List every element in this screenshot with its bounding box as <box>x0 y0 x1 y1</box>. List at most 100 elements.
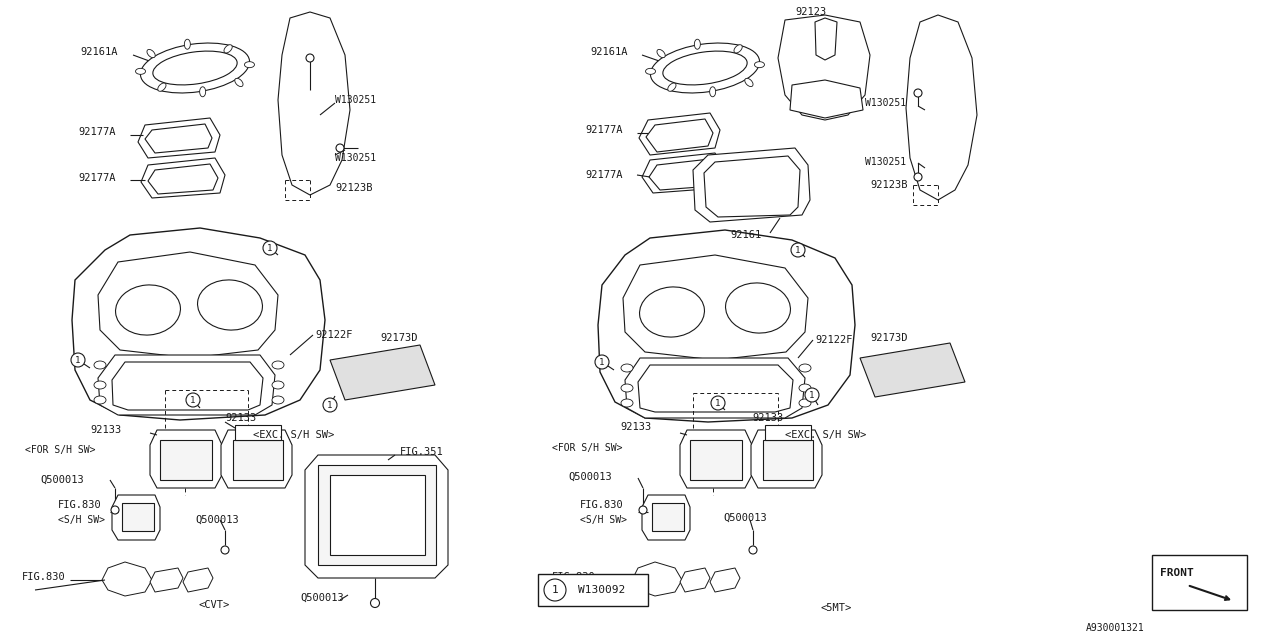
Bar <box>765 425 812 440</box>
Ellipse shape <box>221 546 229 554</box>
Polygon shape <box>680 568 710 592</box>
Text: 92177A: 92177A <box>585 170 622 180</box>
Text: W130251: W130251 <box>865 157 906 167</box>
Ellipse shape <box>639 506 646 514</box>
Polygon shape <box>102 562 152 596</box>
Ellipse shape <box>621 399 634 407</box>
Ellipse shape <box>200 87 206 97</box>
Text: 92122F: 92122F <box>315 330 352 340</box>
Polygon shape <box>637 365 794 412</box>
Bar <box>233 440 283 480</box>
Bar <box>652 503 684 531</box>
Circle shape <box>306 54 314 62</box>
Ellipse shape <box>709 87 716 97</box>
Polygon shape <box>751 430 822 488</box>
Text: <FOR S/H SW>: <FOR S/H SW> <box>26 445 96 455</box>
Ellipse shape <box>157 83 166 92</box>
Ellipse shape <box>273 396 284 404</box>
Polygon shape <box>692 148 810 222</box>
Circle shape <box>914 173 922 181</box>
Bar <box>1152 555 1247 610</box>
Text: 92177A: 92177A <box>585 125 622 135</box>
Text: 1: 1 <box>552 585 558 595</box>
Ellipse shape <box>224 45 232 53</box>
Polygon shape <box>305 455 448 578</box>
Text: 92123B: 92123B <box>335 183 372 193</box>
Text: FIG.830: FIG.830 <box>22 572 65 582</box>
Text: 92123: 92123 <box>795 7 827 17</box>
Ellipse shape <box>184 39 191 49</box>
Polygon shape <box>150 430 221 488</box>
Polygon shape <box>632 562 682 596</box>
Polygon shape <box>150 568 183 592</box>
Ellipse shape <box>754 61 764 68</box>
Text: 92173D: 92173D <box>870 333 908 343</box>
Ellipse shape <box>136 68 146 74</box>
Polygon shape <box>330 345 435 400</box>
Polygon shape <box>625 358 805 418</box>
Text: 92133: 92133 <box>753 413 783 423</box>
Text: W130251: W130251 <box>335 153 376 163</box>
Polygon shape <box>649 159 718 190</box>
Text: 92177A: 92177A <box>78 127 115 137</box>
Ellipse shape <box>621 364 634 372</box>
Ellipse shape <box>147 49 155 58</box>
Polygon shape <box>145 124 212 153</box>
Polygon shape <box>778 15 870 120</box>
Bar <box>538 574 648 606</box>
Text: FIG.830: FIG.830 <box>58 500 101 510</box>
Ellipse shape <box>370 598 379 607</box>
Ellipse shape <box>694 39 700 49</box>
Text: 1: 1 <box>795 246 801 255</box>
Text: Q500013: Q500013 <box>195 515 239 525</box>
Circle shape <box>262 241 276 255</box>
Ellipse shape <box>273 361 284 369</box>
Text: 1: 1 <box>268 243 273 253</box>
Circle shape <box>186 393 200 407</box>
Ellipse shape <box>663 51 748 85</box>
Circle shape <box>710 396 724 410</box>
Ellipse shape <box>197 280 262 330</box>
Polygon shape <box>72 228 325 420</box>
Polygon shape <box>598 230 855 422</box>
Ellipse shape <box>733 45 742 53</box>
Bar <box>330 475 425 555</box>
Polygon shape <box>710 568 740 592</box>
Text: 92161A: 92161A <box>590 47 627 57</box>
Text: 1: 1 <box>716 399 721 408</box>
Ellipse shape <box>152 51 237 85</box>
Text: Q500013: Q500013 <box>568 472 612 482</box>
Text: W130251: W130251 <box>335 95 376 105</box>
Ellipse shape <box>799 384 812 392</box>
Text: 92173D: 92173D <box>380 333 417 343</box>
Polygon shape <box>278 12 349 195</box>
Ellipse shape <box>141 43 250 93</box>
Text: FRONT: FRONT <box>1160 568 1194 578</box>
Bar <box>122 503 154 531</box>
Text: Q500013: Q500013 <box>300 593 344 603</box>
Circle shape <box>595 355 609 369</box>
Circle shape <box>914 89 922 97</box>
Text: 92177A: 92177A <box>78 173 115 183</box>
Ellipse shape <box>244 61 255 68</box>
Polygon shape <box>148 164 218 194</box>
Bar <box>317 465 436 565</box>
Polygon shape <box>113 362 262 410</box>
Text: 92133: 92133 <box>90 425 122 435</box>
Polygon shape <box>643 495 690 540</box>
Text: FIG.830: FIG.830 <box>580 500 623 510</box>
Polygon shape <box>141 158 225 198</box>
Ellipse shape <box>93 396 106 404</box>
Ellipse shape <box>645 68 655 74</box>
Text: 92123B: 92123B <box>870 180 908 190</box>
Polygon shape <box>113 495 160 540</box>
Polygon shape <box>643 153 724 193</box>
Text: 92161A: 92161A <box>81 47 118 57</box>
Bar <box>690 440 742 480</box>
Ellipse shape <box>726 283 791 333</box>
Text: <EXC. S/H SW>: <EXC. S/H SW> <box>253 430 334 440</box>
Text: 1: 1 <box>809 390 814 399</box>
Circle shape <box>70 353 84 367</box>
Circle shape <box>791 243 805 257</box>
Text: W130251: W130251 <box>865 98 906 108</box>
